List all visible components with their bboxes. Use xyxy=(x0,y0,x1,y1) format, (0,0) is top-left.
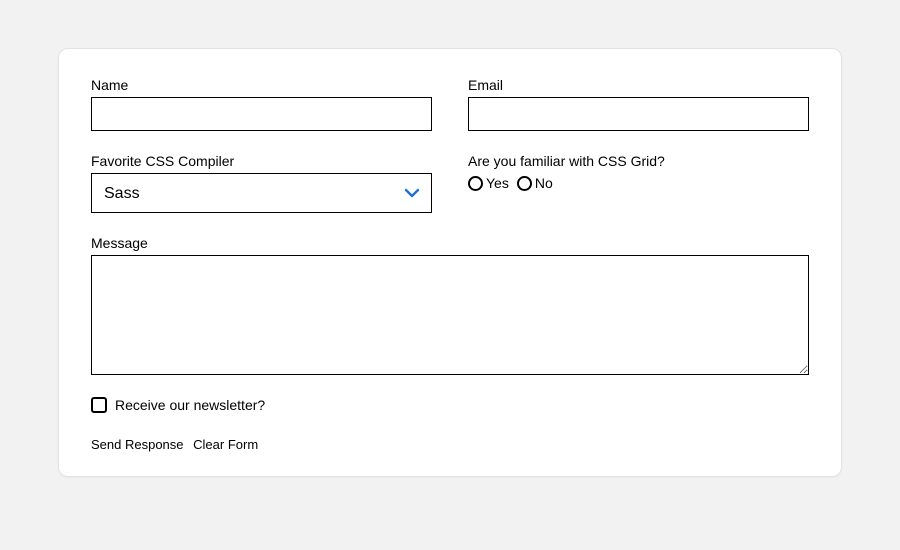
grid-radio-no[interactable]: No xyxy=(517,175,553,191)
message-textarea[interactable] xyxy=(91,255,809,375)
submit-button[interactable]: Send Response xyxy=(91,437,184,452)
grid-radio-yes-label: Yes xyxy=(486,175,509,191)
newsletter-label: Receive our newsletter? xyxy=(115,397,265,413)
radio-icon xyxy=(468,176,483,191)
name-label: Name xyxy=(91,77,432,93)
compiler-field-group: Favorite CSS Compiler Sass xyxy=(91,153,432,213)
message-field-group: Message xyxy=(91,235,809,375)
grid-radio-no-label: No xyxy=(535,175,553,191)
email-input[interactable] xyxy=(468,97,809,131)
email-label: Email xyxy=(468,77,809,93)
email-field-group: Email xyxy=(468,77,809,131)
form-card: Name Email Favorite CSS Compiler Sass xyxy=(58,48,842,477)
compiler-label: Favorite CSS Compiler xyxy=(91,153,432,169)
form-actions: Send Response Clear Form xyxy=(91,437,809,452)
compiler-select[interactable]: Sass xyxy=(91,173,432,213)
grid-label: Are you familiar with CSS Grid? xyxy=(468,153,809,169)
newsletter-checkbox[interactable]: Receive our newsletter? xyxy=(91,397,809,413)
name-field-group: Name xyxy=(91,77,432,131)
name-input[interactable] xyxy=(91,97,432,131)
radio-icon xyxy=(517,176,532,191)
grid-radio-yes[interactable]: Yes xyxy=(468,175,509,191)
checkbox-icon xyxy=(91,397,107,413)
grid-field-group: Are you familiar with CSS Grid? Yes No xyxy=(468,153,809,213)
message-label: Message xyxy=(91,235,809,251)
reset-button[interactable]: Clear Form xyxy=(193,437,258,452)
